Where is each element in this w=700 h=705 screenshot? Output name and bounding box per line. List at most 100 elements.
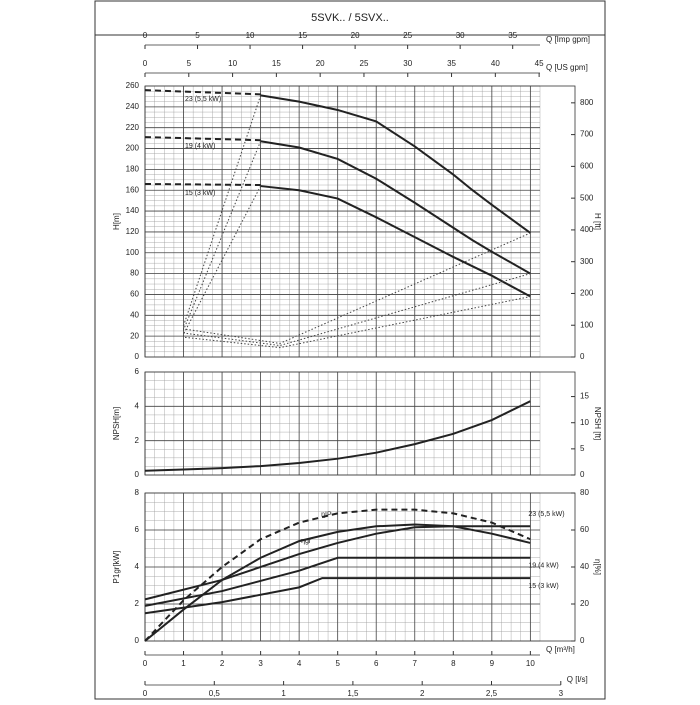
curve: [183, 95, 531, 344]
y-tick-label: 6: [135, 367, 140, 376]
x-tick-label: 40: [491, 59, 500, 68]
y-axis-label: P1gr[kW]: [112, 551, 121, 584]
y2-tick-label: 0: [580, 352, 585, 361]
y-tick-label: 0: [135, 352, 140, 361]
x-axis-label: Q [US gpm]: [546, 63, 588, 72]
y-tick-label: 8: [135, 488, 140, 497]
x-tick-label: 25: [403, 31, 412, 40]
y-tick-label: 40: [130, 310, 139, 319]
x-tick-label: 0: [143, 689, 148, 698]
x-tick-label: 0,5: [209, 689, 221, 698]
x-tick-label: 3: [559, 689, 564, 698]
y-tick-label: 120: [126, 227, 140, 236]
y2-tick-label: 800: [580, 98, 594, 107]
x-axis-label: Q [l/s]: [567, 675, 588, 684]
y-tick-label: 4: [135, 562, 140, 571]
y2-tick-label: 0: [580, 470, 585, 479]
series-label: 19 (4 kW): [528, 563, 558, 570]
y-tick-label: 260: [126, 81, 140, 90]
x-tick-label: 20: [316, 59, 325, 68]
y2-axis-label: η[%]: [593, 559, 602, 575]
x-tick-label: 25: [360, 59, 369, 68]
y2-axis-label: H [ft]: [593, 213, 602, 230]
x-axis-label: Q [m³/h]: [546, 645, 575, 654]
y-tick-label: 180: [126, 164, 140, 173]
x-tick-label: 45: [535, 59, 544, 68]
y-tick-label: 240: [126, 102, 140, 111]
x-tick-label: 10: [246, 31, 255, 40]
curve: [144, 556, 531, 607]
x-tick-label: 0: [143, 31, 148, 40]
y-tick-label: 2: [135, 599, 140, 608]
y2-tick-label: 0: [580, 636, 585, 645]
y2-tick-label: 40: [580, 562, 589, 571]
x-axis-label: Q [Imp gpm]: [546, 35, 590, 44]
x-tick-label: 10: [526, 659, 535, 668]
y2-tick-label: 600: [580, 161, 594, 170]
y2-tick-label: 100: [580, 320, 594, 329]
y2-tick-label: 15: [580, 392, 589, 401]
x-tick-label: 15: [272, 59, 281, 68]
x-tick-label: 2,5: [486, 689, 498, 698]
y2-tick-label: 300: [580, 257, 594, 266]
x-tick-label: 10: [228, 59, 237, 68]
y2-tick-label: 60: [580, 525, 589, 534]
y2-tick-label: 80: [580, 488, 589, 497]
x-tick-label: 30: [456, 31, 465, 40]
frame: [94, 0, 606, 700]
y-tick-label: 200: [126, 144, 140, 153]
x-tick-label: 35: [447, 59, 456, 68]
y-tick-label: 140: [126, 206, 140, 215]
x-tick-label: 15: [298, 31, 307, 40]
series-label: 15 (3 kW): [528, 583, 558, 590]
series-label: 15 (3 kW): [185, 190, 215, 197]
x-tick-label: 7: [413, 659, 418, 668]
series-label: 19 (4 kW): [185, 143, 215, 150]
y-axis-label: NPSH[m]: [112, 407, 121, 440]
x-tick-label: 0: [143, 59, 148, 68]
x-tick-label: 5: [335, 659, 340, 668]
sheet-title: 5SVK.. / 5SVX..: [311, 12, 389, 24]
y-tick-label: 160: [126, 185, 140, 194]
x-tick-label: 30: [403, 59, 412, 68]
x-tick-label: 1: [181, 659, 186, 668]
y2-tick-label: 20: [580, 599, 589, 608]
curve: [260, 140, 531, 275]
y-tick-label: 20: [130, 331, 139, 340]
x-tick-label: 1: [281, 689, 286, 698]
y-tick-label: 80: [130, 269, 139, 278]
series-label: ηgr: [301, 538, 312, 545]
x-tick-label: 9: [490, 659, 495, 668]
y-tick-label: 2: [135, 436, 140, 445]
x-tick-label: 20: [351, 31, 360, 40]
y-tick-label: 220: [126, 123, 140, 132]
x-tick-label: 1,5: [347, 689, 359, 698]
curve: [260, 94, 531, 234]
x-tick-label: 0: [143, 659, 148, 668]
x-tick-label: 8: [451, 659, 456, 668]
curve: [144, 400, 531, 472]
y-tick-label: 100: [126, 248, 140, 257]
x-tick-label: 35: [508, 31, 517, 40]
y-tick-label: 60: [130, 290, 139, 299]
y-axis-label: H[m]: [112, 213, 121, 230]
y-tick-label: 0: [135, 636, 140, 645]
y-tick-label: 6: [135, 525, 140, 534]
x-tick-label: 6: [374, 659, 379, 668]
curve: [144, 577, 531, 615]
series-label: ηIP: [321, 511, 332, 518]
series-label: 23 (5,5 kW): [185, 96, 221, 103]
y2-tick-label: 700: [580, 130, 594, 139]
x-tick-label: 2: [220, 659, 225, 668]
x-tick-label: 3: [258, 659, 263, 668]
x-tick-label: 5: [187, 59, 192, 68]
curve: [260, 185, 531, 298]
curve: [144, 508, 531, 642]
y2-tick-label: 500: [580, 193, 594, 202]
y2-tick-label: 200: [580, 289, 594, 298]
x-tick-label: 5: [195, 31, 200, 40]
y2-axis-label: NPSH [ft]: [593, 407, 602, 440]
x-tick-label: 2: [420, 689, 425, 698]
y-tick-label: 4: [135, 401, 140, 410]
